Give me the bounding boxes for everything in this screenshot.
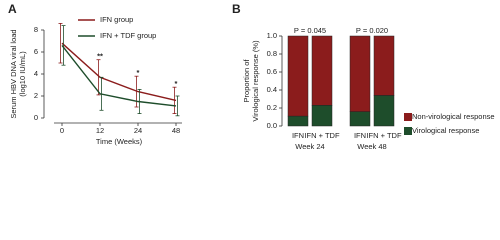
x-tick-label: 48 [172,126,180,135]
bar-segment [373,95,395,127]
annotation: ** [97,52,103,61]
legend-swatch [404,127,412,135]
y-tick-label: 0 [34,113,38,122]
bar-segment [311,105,333,127]
bar-segment [349,35,371,112]
error-bar [172,86,177,114]
error-bar [175,95,180,117]
y-tick-label: 6 [34,47,38,56]
legend-label: IFN group [100,15,133,24]
bar-segment [311,35,333,106]
annotation: P = 0.045 [294,26,326,35]
legend-label: IFN + TDF group [100,31,156,40]
error-bar [96,59,101,96]
legend-label: Virological response [412,126,479,135]
y-tick-label: 0.8 [267,49,277,58]
error-bar [61,25,66,66]
x-tick-label: IFN [292,131,304,140]
series-line [61,42,177,102]
bar-segment [373,35,395,96]
legend-swatch [404,113,412,121]
x-tick-label: 24 [134,126,142,135]
x-tick-label: IFN + TDF [366,131,401,140]
y-tick-label: 0.6 [267,67,277,76]
y-tick-label: 0.0 [267,121,277,130]
y-tick-label: 2 [34,91,38,100]
error-bar [137,89,142,114]
series-line [61,44,177,107]
bar-segment [349,111,371,127]
y-tick-label: 0.2 [267,103,277,112]
x-tick-label: IFN + TDF [304,131,339,140]
error-bar [99,76,104,111]
x-tick-label: IFN [354,131,366,140]
group-label: Week 24 [295,142,324,151]
x-tick-label: 0 [60,126,64,135]
y-tick-label: 1.0 [267,31,277,40]
group-label: Week 48 [357,142,386,151]
annotation: * [175,79,178,88]
annotation: * [137,68,140,77]
y-tick-label: 4 [34,69,38,78]
bar-segment [287,115,309,127]
y-axis-label: (log10 IU/mL) [18,51,27,97]
error-bar [58,22,63,64]
y-tick-label: 0.4 [267,85,277,94]
legend-label: Non-virological response [412,112,495,121]
x-tick-label: 12 [96,126,104,135]
annotation: P = 0.020 [356,26,388,35]
y-axis-label: Serum HBV DNA viral load [9,29,18,118]
panel-label: A [8,2,17,16]
y-axis-label: Virological response (%) [251,40,260,122]
bar-segment [287,35,309,117]
panel-label: B [232,2,241,16]
y-axis-label: Proportion of [242,59,251,103]
y-tick-label: 8 [34,25,38,34]
x-axis-label: Time (Weeks) [96,137,143,146]
